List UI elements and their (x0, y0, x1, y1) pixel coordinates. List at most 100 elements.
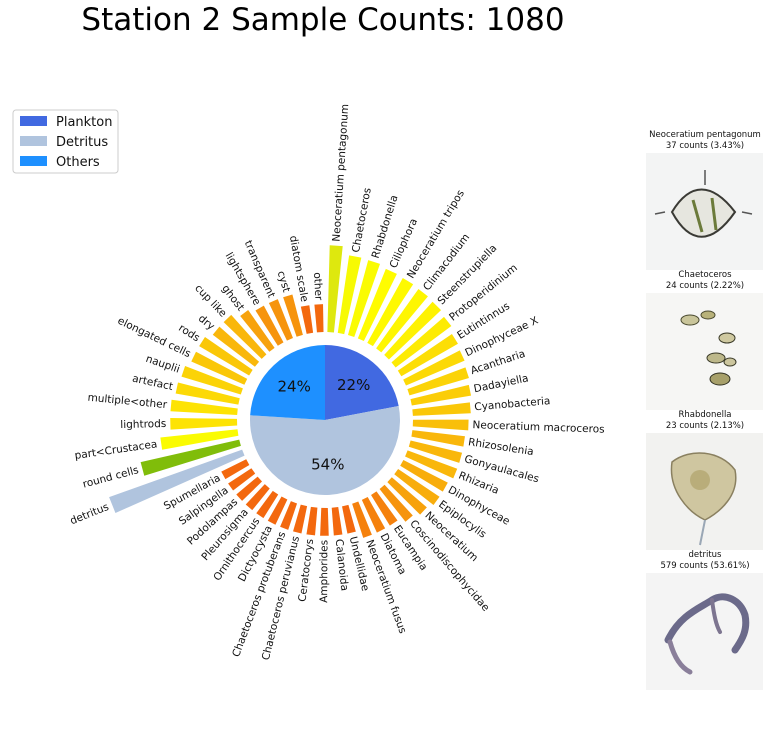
bar-label: diatom scale (287, 235, 310, 303)
bar-label: Chaetoceros peruvianus (260, 535, 302, 662)
thumbnail-title: Chaetoceros (678, 270, 732, 280)
bar-pleurosigma (245, 484, 270, 511)
bar-label: multiple<other (87, 392, 168, 411)
bar-diatoma (361, 496, 386, 533)
bar-detritus (109, 449, 245, 513)
bar-label: detritus (68, 501, 110, 527)
bar-neoceratium (387, 477, 427, 515)
thumbnail-caption: 24 counts (2.22%) (666, 281, 744, 291)
bar-neoceratium-macroceros (412, 419, 469, 431)
bar-climacodium (376, 289, 428, 353)
bar-neoceratium-pentagonum (327, 245, 343, 333)
bar-coscinodiscophycidae (379, 484, 413, 522)
bar-dry (212, 326, 260, 367)
bar-dinophyceae-x (403, 350, 465, 386)
thumbnail-caption: 23 counts (2.13%) (666, 421, 744, 431)
bar-eucampia (371, 491, 398, 526)
bar-salpingella (228, 468, 256, 491)
bar-label: Calanoida (333, 538, 351, 591)
bar-cyanobacteria (412, 402, 471, 416)
bar-label: Dadayiella (473, 372, 530, 395)
legend-swatch-others (20, 156, 47, 166)
bar-label: Neoceratium macroceros (472, 419, 604, 436)
bar-acantharia (407, 367, 469, 396)
bar-label: Cyanobacteria (474, 395, 551, 413)
bar-label: dry (196, 313, 217, 333)
pie-label: 22% (337, 376, 370, 394)
bar-lightrods (170, 418, 238, 430)
bar-ciliophora (357, 268, 397, 342)
pie-label: 54% (311, 455, 344, 473)
bar-chaetoceros-peruvianus (293, 504, 308, 534)
bar-nauplii (181, 366, 243, 395)
bar-ornithocercus (256, 490, 279, 519)
legend-label-others: Others (56, 155, 100, 170)
bar-neoceratium-fusus (352, 501, 372, 538)
bar-dadayiella (410, 384, 472, 406)
pie-label: 24% (278, 378, 311, 396)
legend-label-plankton: Plankton (56, 115, 112, 130)
bar-rhabdonella (347, 260, 381, 337)
bar-lightsphere (255, 305, 284, 346)
bar-label: Neoceratium pentagonum (330, 104, 351, 242)
bar-steenstrupiella (384, 301, 442, 360)
bar-calanoida (331, 507, 343, 536)
bar-ceratocorys (306, 506, 318, 536)
bar-chaetoceros-protuberans (280, 501, 298, 530)
bar-elongated-cells (191, 351, 248, 385)
bar-cup-like (223, 314, 267, 359)
bar-eutintinnus (397, 334, 458, 377)
bar-label: nauplii (144, 353, 181, 376)
bar-ghost (240, 309, 275, 352)
thumbnail-caption: 37 counts (3.43%) (666, 141, 744, 151)
specimen-image-chaetoceros (646, 293, 763, 410)
bar-part-crustacea (160, 429, 239, 450)
bar-chaetoceros (337, 255, 362, 335)
thumbnail-title: Neoceratium pentagonum (649, 130, 761, 140)
bar-dinophyceae (400, 459, 448, 492)
bar-podolampas (236, 476, 263, 501)
bar-amphorides (320, 507, 329, 536)
legend-swatch-detritus (20, 136, 47, 146)
bar-undellidae (342, 504, 356, 534)
bar-transparent (268, 299, 293, 341)
chart-title: Station 2 Sample Counts: 1080 (81, 2, 564, 38)
pie-slice (250, 345, 325, 420)
pie-slice (325, 345, 399, 420)
bar-label: round cells (81, 464, 140, 490)
bar-label: lightrods (120, 418, 166, 431)
legend-swatch-plankton (20, 116, 47, 126)
bar-label: other (311, 272, 325, 301)
legend-label-detritus: Detritus (56, 135, 108, 150)
bar-label: artefact (131, 373, 174, 393)
bar-label: Rhizosolenia (467, 436, 534, 458)
bar-diatom-scale (300, 305, 314, 334)
bar-neoceratium-tripos (367, 278, 414, 347)
thumbnail-panel: Neoceratium pentagonum 37 counts (3.43%)… (646, 130, 763, 690)
bar-dictyocysta (267, 496, 288, 525)
thumbnail-title: Rhabdonella (678, 410, 731, 420)
bar-rhizosolenia (411, 430, 465, 447)
thumbnail-title: detritus (689, 550, 723, 560)
legend: Plankton Detritus Others (12, 109, 119, 174)
bar-label: Amphorides (318, 540, 330, 603)
bar-artefact (175, 382, 240, 405)
bar-round-cells (140, 439, 241, 476)
specimen-image-detritus (646, 573, 763, 690)
thumbnail-caption: 579 counts (53.61%) (660, 561, 749, 571)
bar-spumellaria (221, 459, 250, 480)
center-pie: 22% 54% 24% (249, 345, 400, 496)
bar-other (314, 304, 324, 333)
bar-gonyaulacales (408, 440, 463, 463)
bar-protoperidinium (391, 316, 452, 368)
bar-cyst (283, 294, 303, 337)
pie-slice (249, 405, 400, 496)
bar-label: cyst (275, 270, 293, 294)
bar-label: Chaetoceros (350, 187, 374, 254)
bar-rods (199, 336, 253, 376)
specimen-image-rhabdonella (646, 433, 763, 550)
bar-epiplocylis (394, 468, 440, 506)
bar-label: rods (176, 322, 202, 344)
specimen-image-neoceratium-pentagonum (646, 153, 763, 270)
